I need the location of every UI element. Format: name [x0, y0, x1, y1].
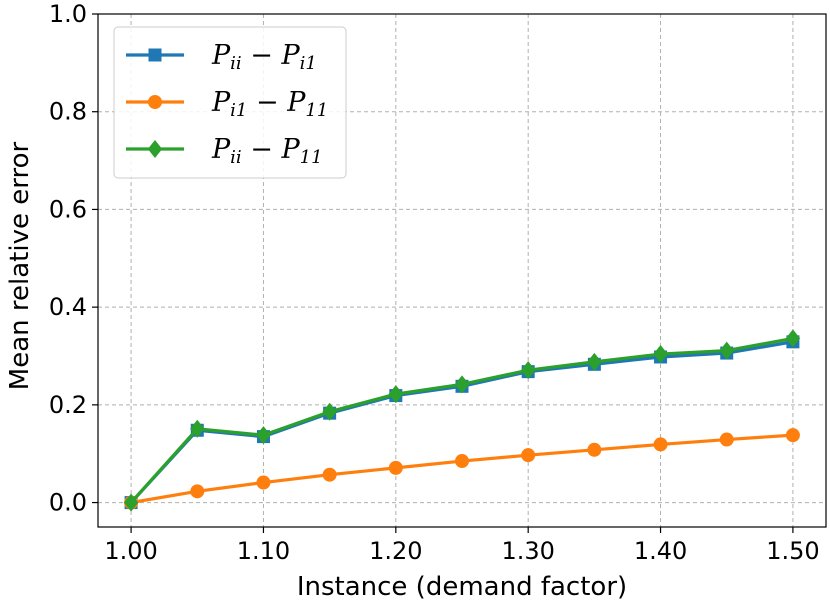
legend-subscript: ii	[230, 53, 242, 74]
data-point	[388, 385, 404, 404]
data-point	[256, 426, 271, 445]
legend-text-part: P	[280, 40, 300, 71]
legend-subscript: ii	[230, 147, 242, 168]
legend-text-part: P	[286, 87, 306, 118]
data-point	[388, 460, 403, 475]
data-point	[322, 467, 337, 482]
legend-label: Pi1 − P11	[211, 87, 328, 121]
series-line	[130, 433, 794, 505]
axes: 1.00 1.10 1.20 1.30 1.40 1.50 0.0 0.2 0.4 0.6 0.8 1…	[49, 0, 827, 565]
y-tick-label: 0.4	[49, 293, 87, 321]
x-tick-label: 1.30	[501, 537, 554, 565]
data-point	[521, 448, 536, 463]
y-tick-label: 0.6	[49, 195, 87, 223]
series-line	[129, 336, 794, 504]
legend-marker	[147, 140, 163, 158]
legend-text-part: P	[280, 134, 300, 165]
y-tick-label: 1.0	[49, 0, 87, 28]
series-layer	[123, 329, 801, 512]
data-point	[587, 352, 602, 371]
y-tick-label: 0.8	[49, 98, 87, 126]
legend-marker	[148, 95, 162, 109]
legend-marker	[148, 48, 162, 62]
legend-subscript: i1	[230, 100, 247, 121]
y-tick-label: 0.0	[49, 489, 87, 517]
legend-text-part: −	[242, 134, 282, 165]
data-point	[256, 475, 271, 490]
data-point	[455, 454, 469, 469]
data-point	[719, 432, 734, 447]
legend-entry-1: Pi1 − P11	[126, 87, 328, 121]
x-tick-label: 1.10	[237, 537, 290, 565]
legend-box	[113, 26, 347, 179]
plot-frame	[97, 13, 827, 528]
series-0	[124, 335, 800, 510]
legend-text-part: −	[247, 87, 287, 118]
series-line	[129, 340, 794, 504]
x-tick-label: 1.00	[104, 537, 157, 565]
data-point	[190, 484, 205, 499]
legend-subscript: 11	[305, 100, 328, 121]
legend-entry-0: Pii − Pi1	[126, 40, 317, 74]
series-1	[124, 428, 800, 510]
data-point	[719, 341, 734, 360]
series-2	[123, 329, 801, 512]
x-tick-label: 1.40	[634, 537, 687, 565]
x-axis-title: Instance (demand factor)	[297, 572, 627, 602]
data-point	[520, 361, 536, 380]
legend-label: Pii − P11	[211, 134, 323, 168]
x-tick-label: 1.20	[369, 537, 422, 565]
legend-entry-2: Pii − P11	[126, 134, 323, 168]
data-point	[123, 493, 139, 512]
data-point	[653, 345, 668, 364]
data-point	[322, 402, 337, 421]
x-tick-label: 1.50	[766, 537, 819, 565]
legend-subscript: 11	[300, 147, 323, 168]
legend-text-part: P	[211, 40, 231, 71]
legend-subscript: i1	[300, 53, 317, 74]
data-point	[587, 442, 602, 457]
data-point	[190, 419, 205, 438]
y-axis-title: Mean relative error	[5, 142, 35, 391]
data-point	[454, 375, 470, 394]
y-tick-label: 0.2	[49, 391, 87, 419]
legend-text-part: P	[211, 87, 231, 118]
data-point	[653, 437, 668, 452]
legend-text-part: P	[211, 134, 231, 165]
legend-text-part: −	[242, 40, 282, 71]
data-point	[785, 329, 801, 348]
data-point	[785, 428, 800, 443]
legend-label: Pii − Pi1	[211, 40, 317, 74]
